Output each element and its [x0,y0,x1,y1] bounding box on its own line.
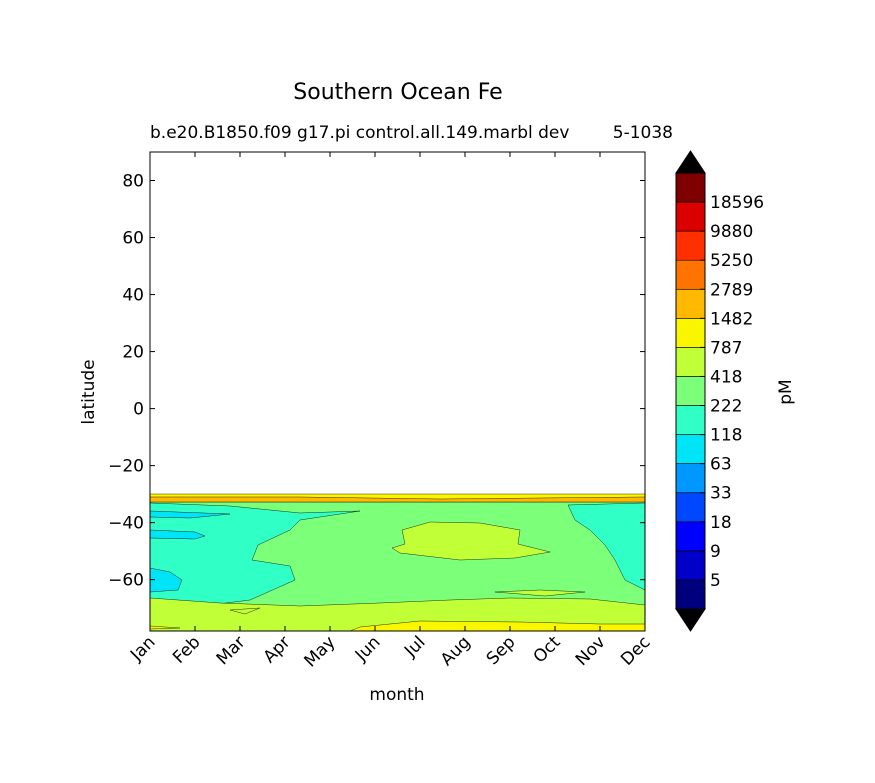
x-tick-label: Mar [213,632,250,669]
colorbar-segment [675,288,706,319]
chart-title: Southern Ocean Fe [293,80,502,105]
x-tick-label: Jan [126,632,159,665]
colorbar-label: pM [776,379,796,404]
colorbar-segment [675,550,706,581]
y-tick-label: 40 [122,286,144,306]
x-tick-label: Feb [169,632,204,667]
y-tick-label: 0 [133,400,144,420]
plot-area [150,152,645,631]
colorbar-segment [675,376,706,406]
colorbar-segment [675,201,706,232]
colorbar-tick-label: 5250 [710,251,753,271]
y-tick-label: 60 [122,229,144,249]
colorbar-tick-label: 2789 [710,280,753,300]
x-tick-label: Oct [530,632,565,667]
colorbar-tick-label: 5 [710,571,721,591]
colorbar-tick-label: 18 [710,513,732,533]
contour-field-418-787-winter [391,521,551,561]
y-tick-label: 80 [122,172,144,192]
colorbar-tick-label: 9 [710,542,721,562]
colorbar-segment [675,521,706,552]
colorbar-tick-label: 9880 [710,222,753,242]
colorbar-extend-over [675,150,706,174]
colorbar-segment [675,579,706,610]
x-tick-label: Sep [483,632,520,669]
x-tick-label: Apr [260,632,295,667]
contour-field-63-118-west-low [150,567,183,593]
colorbar-tick-label: 18596 [710,193,764,213]
colorbar-tick-label: 1482 [710,309,753,329]
colorbar-segment [675,405,706,435]
contour-field-63-118-west-mid [150,529,206,540]
plot-frame [149,151,646,632]
contour-field-787-1482-edge [150,620,645,631]
y-tick-label: −20 [108,457,144,477]
colorbar-frame [675,172,706,610]
x-tick-label: Jul [400,632,429,661]
y-tick-label: −60 [108,571,144,591]
colorbar-tick-label: 33 [710,484,732,504]
contour-field-418-787-south-wedge [229,607,261,615]
colorbar-segment [675,434,706,464]
y-axis: 80 60 40 20 0 −20 −40 −60 [108,172,645,591]
colorbar-segment [675,259,706,290]
colorbar-tick-label: 787 [710,338,742,358]
colorbar-tick-label: 118 [710,426,742,446]
x-axis-label: month [369,685,424,705]
x-tick-label: Dec [617,632,654,669]
chart-subtitle-left: b.e20.B1850.f09 g17.pi control.all.149.m… [150,123,569,143]
contour-field-418-787-oct [494,589,586,597]
colorbar: 5 9 18 33 63 118 222 418 787 1482 2789 5250 9880 1859… [675,150,764,632]
x-tick-label: Jun [351,632,385,666]
colorbar-segment [675,463,706,494]
x-tick-label: May [301,632,340,671]
colorbar-segment [675,347,706,377]
contour-field-118-222-east [567,502,645,591]
colorbar-tick-label: 418 [710,367,742,387]
contour-field-63-118-west-top [150,510,231,519]
colorbar-segment [675,318,706,348]
colorbar-segment [675,492,706,523]
x-tick-label: Aug [437,632,475,670]
y-tick-label: −40 [108,514,144,534]
colorbar-tick-label: 63 [710,455,732,475]
chart-subtitle-right: 5-1038 [613,123,673,143]
colorbar-segment [675,230,706,261]
x-tick-label: Nov [572,632,610,670]
colorbar-tick-label: 222 [710,397,742,417]
contour-field-787-1482-band [150,493,645,500]
colorbar-segment [675,172,706,203]
y-tick-label: 20 [122,343,144,363]
y-axis-label: latitude [79,359,99,424]
colorbar-extend-under [675,608,706,632]
